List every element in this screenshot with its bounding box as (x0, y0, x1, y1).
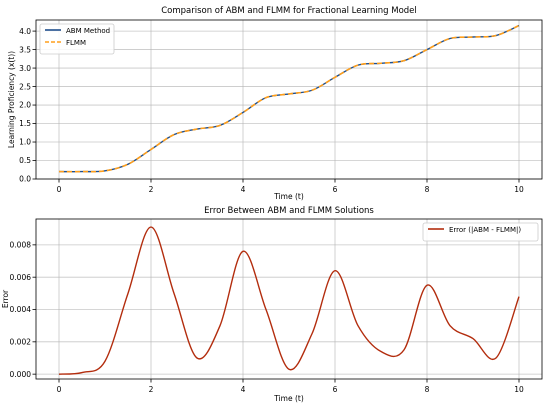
y-tick-label: 0.004 (10, 305, 32, 314)
legend-label: ABM Method (66, 27, 110, 35)
y-tick-label: 0.0 (19, 175, 31, 184)
x-tick-label: 6 (333, 385, 338, 394)
y-axis-label: Learning Proficiency (x(t)) (7, 51, 16, 148)
plot-frame (35, 218, 543, 380)
legend-box (39, 23, 115, 55)
x-tick-label: 2 (149, 385, 154, 394)
y-tick-label: 2.5 (19, 82, 31, 91)
y-tick-label: 3.5 (19, 45, 31, 54)
y-tick-label: 0.5 (19, 156, 31, 165)
x-tick-label: 4 (241, 385, 246, 394)
y-tick-label: 0.000 (10, 370, 32, 379)
chart-title: Error Between ABM and FLMM Solutions (204, 206, 374, 216)
x-tick-label: 2 (149, 185, 154, 194)
y-tick-label: 1.5 (19, 119, 31, 128)
y-axis-label: Error (1, 289, 10, 308)
legend-box (422, 222, 539, 242)
y-tick-label: 0.002 (10, 338, 32, 347)
x-axis-label: Time (t) (273, 394, 304, 403)
series-line (58, 24, 520, 173)
series-line (58, 226, 520, 375)
x-tick-label: 10 (514, 385, 524, 394)
y-tick-label: 1.0 (19, 138, 31, 147)
chart-title: Comparison of ABM and FLMM for Fractiona… (161, 6, 417, 16)
x-tick-label: 0 (57, 385, 62, 394)
y-tick-label: 3.0 (19, 64, 31, 73)
legend-label: FLMM (66, 39, 86, 47)
x-tick-label: 8 (425, 185, 430, 194)
x-axis-label: Time (t) (273, 192, 304, 201)
x-tick-label: 8 (425, 385, 430, 394)
y-tick-label: 0.006 (10, 273, 32, 282)
y-tick-label: 0.008 (10, 241, 32, 250)
y-tick-label: 2.0 (19, 101, 31, 110)
y-tick-label: 4.0 (19, 27, 31, 36)
plot-frame (35, 19, 543, 180)
x-tick-label: 10 (514, 185, 524, 194)
legend-label: Error (|ABM - FLMM|) (449, 226, 521, 234)
x-tick-label: 0 (57, 185, 62, 194)
x-tick-label: 4 (241, 185, 246, 194)
series-line (58, 24, 520, 173)
x-tick-label: 6 (333, 185, 338, 194)
